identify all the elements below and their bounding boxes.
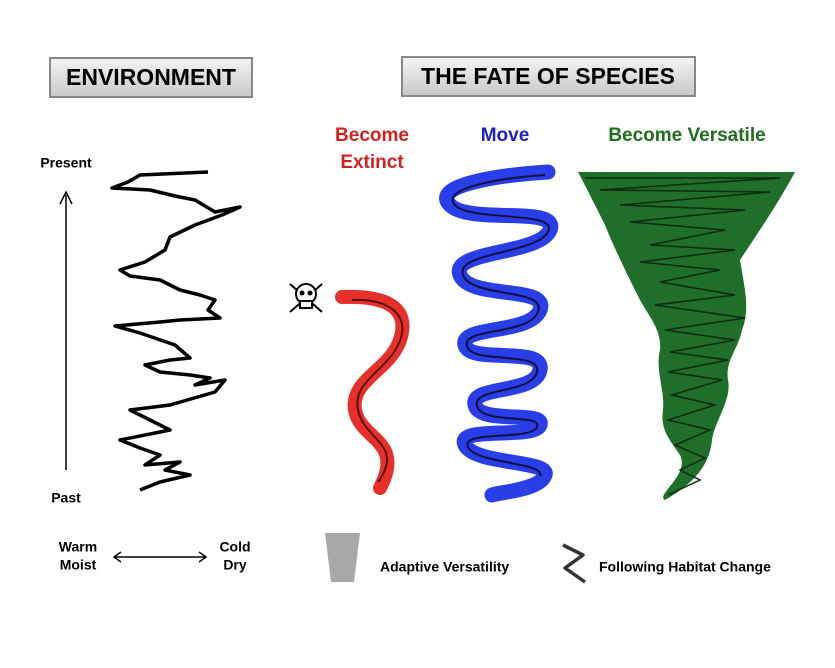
- header-box: [49, 57, 253, 98]
- axis-label: Warm: [59, 539, 97, 555]
- legend-label: Following Habitat Change: [599, 559, 771, 575]
- column-label: Move: [481, 125, 530, 146]
- axis-label: Moist: [60, 557, 97, 573]
- column-label: Extinct: [340, 152, 404, 173]
- axis-label: Cold: [219, 539, 250, 555]
- header-box: [401, 56, 696, 97]
- axis-label: Present: [40, 155, 92, 171]
- header-title: THE FATE OF SPECIES: [421, 63, 675, 89]
- legend-icon: [325, 533, 360, 582]
- habitat-line: [451, 174, 550, 477]
- legend-label: Adaptive Versatility: [380, 559, 509, 575]
- column-label: Become Versatile: [608, 125, 765, 146]
- arrow-head: [112, 551, 208, 563]
- axis-label: Dry: [223, 557, 247, 573]
- extinct-path: [335, 289, 410, 495]
- arrow-head: [59, 190, 73, 205]
- header-title: ENVIRONMENT: [66, 64, 236, 90]
- habitat-line: [351, 298, 404, 483]
- environment-curve: [110, 170, 242, 492]
- axis-label: Past: [51, 490, 81, 506]
- habitat-line: [585, 177, 781, 496]
- column-label: Become: [335, 125, 409, 146]
- skull-icon: [289, 283, 323, 313]
- legend-icon: [562, 543, 587, 584]
- versatile-funnel: [578, 172, 795, 500]
